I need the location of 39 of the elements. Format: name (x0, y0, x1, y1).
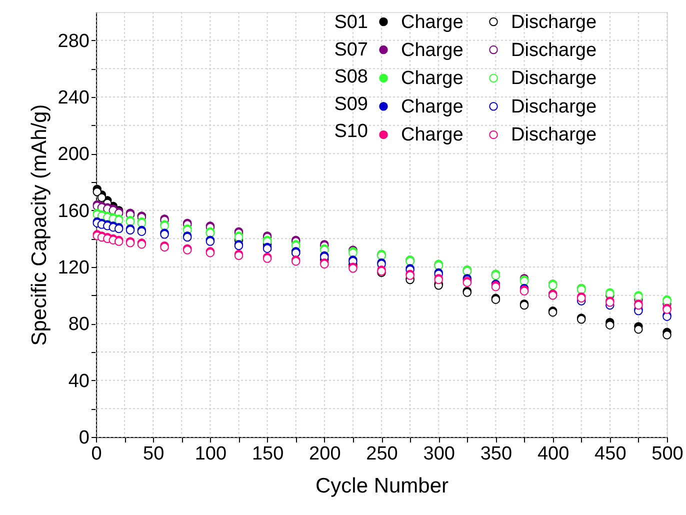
x-tick-label: 250 (366, 444, 398, 464)
y-axis-title: Specific Capacity (mAh/g) (28, 104, 51, 346)
legend-label: Discharge (511, 68, 597, 90)
x-tick-label: 50 (143, 444, 164, 464)
y-tick-label: 280 (58, 30, 90, 52)
y-tick-label: 120 (58, 258, 90, 278)
y-tick-label: 160 (58, 200, 90, 222)
x-tick-label: 100 (194, 444, 227, 464)
x-tick-label: 150 (252, 444, 284, 464)
legend-label: Discharge (511, 96, 597, 118)
legend-label: Charge (401, 124, 464, 146)
y-tick-label: 200 (58, 144, 90, 166)
point (97, 193, 106, 202)
annotation: S01 (334, 12, 368, 33)
x-tick-label: 400 (537, 444, 570, 464)
annotation: S07 (334, 39, 368, 60)
annotation: S08 (334, 66, 368, 88)
legend-label: Charge (401, 68, 464, 90)
y-tick-label: 80 (68, 314, 90, 336)
point (662, 330, 672, 340)
point (606, 320, 614, 330)
legend-label: Charge (401, 12, 464, 33)
legend-label: Charge (401, 96, 464, 118)
x-axis-title: Cycle Number (315, 474, 449, 498)
x-tick-label: 500 (652, 444, 684, 464)
x-tick-label: 450 (594, 444, 626, 464)
legend-label: Charge (401, 40, 464, 61)
legend-label: Discharge (511, 40, 597, 61)
y-tick-label: 40 (68, 370, 90, 392)
annotation: S09 (334, 94, 368, 115)
point (92, 188, 102, 196)
legend-label: Discharge (511, 124, 597, 146)
x-tick-label: 200 (309, 444, 341, 464)
x-tick-label: 300 (423, 444, 455, 464)
x-tick-label: 350 (480, 444, 512, 464)
y-tick-label: 240 (58, 88, 90, 108)
y-tick-label: 0 (78, 428, 90, 448)
annotation: S10 (334, 121, 368, 142)
legend-label: Discharge (511, 12, 597, 33)
